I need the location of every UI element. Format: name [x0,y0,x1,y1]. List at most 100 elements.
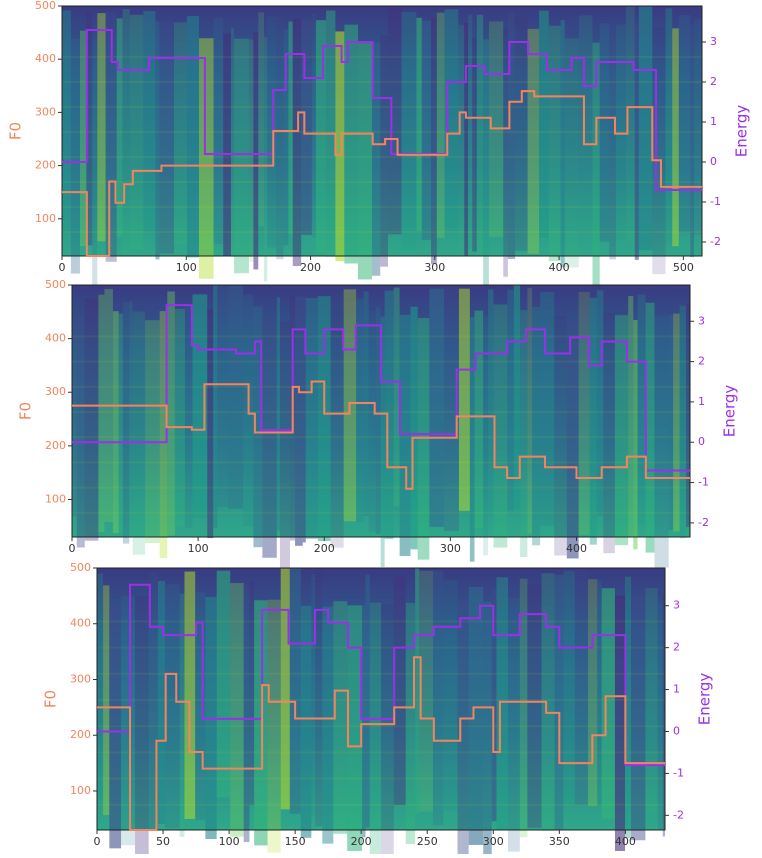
spectrogram-band [365,575,369,828]
spectrogram-band [228,286,243,509]
spectrogram-band [254,600,267,845]
spectrogram-band [669,315,673,530]
spectrogram-band [431,17,437,264]
spectrogram-band [180,594,185,837]
spectrogram-band [483,39,489,287]
spectrogram-band [415,568,419,814]
spectrogram-band [184,572,195,819]
x-tick-label: 200 [314,542,335,555]
spectrogram-band [563,571,574,804]
spectrogram-band [217,571,231,798]
spectrogram-band [356,299,364,523]
spectrogram-band [385,291,394,540]
y-tick-label: 100 [45,492,66,505]
spectrogram-band [62,10,71,232]
x-tick-label: 300 [483,835,504,848]
spectrogram-band [496,577,508,830]
spectrogram-band [679,15,690,232]
spectrogram-band [528,29,540,254]
y2-tick-label: -1 [698,476,709,489]
y2-tick-label: -2 [698,516,709,529]
spectrogram-harmonic [97,804,665,806]
spectrogram-band [680,306,686,539]
y2-tick-label: 1 [710,115,717,128]
spectrogram-harmonic [97,673,665,675]
spectrogram-band [631,596,645,841]
spectrogram-band [92,41,97,290]
x-tick-label: 200 [351,835,372,848]
y-tick-label: 300 [45,385,66,398]
spectrogram-band [597,580,601,805]
spectrogram-band [520,579,528,837]
spectrogram-band [85,299,99,541]
spectrogram-band [293,19,301,266]
spectrogram-harmonic [97,699,665,701]
spectrogram-band [416,18,421,231]
spectrogram-band [515,16,527,250]
spectrogram-band [315,569,322,827]
spectrogram-band [376,307,381,534]
spectrogram-harmonic [72,487,690,489]
spectrogram-band [458,25,464,250]
spectrogram-band [394,577,406,805]
spectrogram-band [503,28,508,277]
spectrogram-band [615,596,625,851]
spectrogram-band [494,304,508,547]
y-tick-label: 200 [70,728,91,741]
spectrogram-band [109,607,121,848]
spectrogram-band [123,302,129,544]
y-tick-label: 400 [45,332,66,345]
spectrogram-band [394,288,400,507]
spectrogram-band [508,598,520,851]
spectrogram-band [80,31,86,246]
spectrogram-band [470,317,475,562]
spectrogram-band [638,295,646,526]
y2-axis-label: Energy [733,105,751,158]
spectrogram-band [565,38,579,267]
spectrogram-band [579,292,590,535]
spectrogram-harmonic [62,156,702,158]
spectrogram-band [666,8,673,244]
spectrogram-band [358,43,372,279]
spectrogram-band [474,311,483,529]
spectrogram-band [652,27,665,274]
spectrogram-band [609,26,616,260]
spectrogram-harmonic [72,461,690,463]
spectrogram-band [258,12,264,226]
x-tick-label: 350 [549,835,570,848]
y-axis-label: F0 [17,402,35,420]
x-tick-label: 150 [285,835,306,848]
y2-tick-label: 3 [698,314,705,327]
spectrogram-band [249,582,254,805]
spectrogram-harmonic [97,620,665,622]
y2-tick-label: 1 [698,395,705,408]
spectrogram-band [579,15,593,237]
spectrogram-band [244,585,250,842]
spectrogram-harmonic [97,725,665,727]
spectrogram-band [539,11,549,238]
y2-tick-label: 0 [673,724,680,737]
spectrogram-band [113,311,119,533]
x-tick-label: 50 [156,835,170,848]
spectrogram-harmonic [62,206,702,208]
spectrogram-band [388,8,402,234]
y-tick-label: 400 [70,617,91,630]
spectrogram-band [549,26,561,261]
spectrogram-band [639,6,652,250]
spectrogram-band [658,603,663,831]
y-tick-label: 200 [45,439,66,452]
spectrogram-band [290,568,301,813]
spectrogram-band [469,587,484,845]
x-tick-label: 0 [94,835,101,848]
spectrogram-band [301,19,312,234]
spectrogram-band [277,297,280,530]
y2-tick-label: -2 [710,235,721,248]
spectrogram-band [690,25,694,257]
x-tick-label: 250 [417,835,438,848]
x-tick-label: 300 [440,542,461,555]
spectrogram-harmonic [72,386,690,388]
spectrogram-band [472,38,477,252]
spectrogram-band [207,309,213,538]
x-tick-label: 400 [549,261,570,274]
spectrogram-harmonic [72,436,690,438]
